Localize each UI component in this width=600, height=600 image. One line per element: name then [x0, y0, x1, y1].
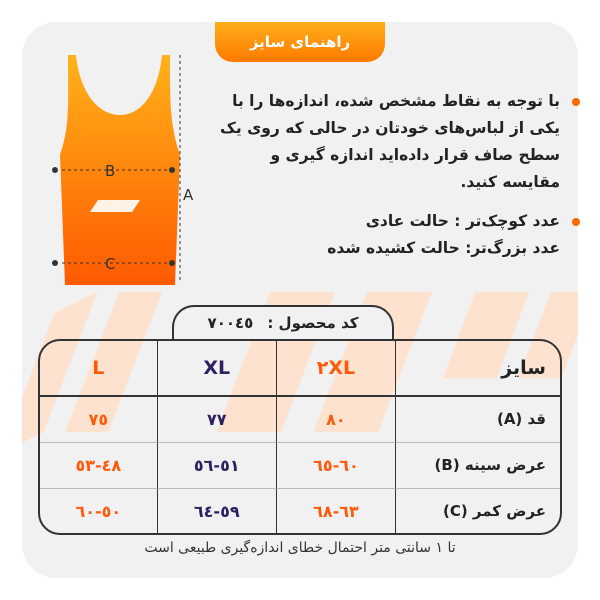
- label-b: B: [105, 162, 115, 180]
- page-title: راهنمای سایز: [215, 22, 385, 62]
- header-xl: XL: [156, 341, 276, 397]
- bullet-icon: [572, 218, 580, 226]
- cell: ٤٨-٥٣: [40, 443, 157, 490]
- cell: ٥٩-٦٤: [156, 489, 276, 533]
- label-c: C: [105, 255, 115, 273]
- cell: ٦٠-٦٥: [275, 442, 395, 490]
- footer-note: تا ۱ سانتی متر احتمال خطای اندازه‌گیری ط…: [144, 540, 456, 556]
- cell: ٧٥: [40, 397, 157, 443]
- cell: ٦٣-٦٨: [275, 489, 395, 533]
- row-label: عرض کمر (C): [395, 489, 560, 533]
- product-code: کد محصول : ٧٠٠٤٥: [172, 305, 394, 339]
- table-row: عرض کمر (C) ٦٣-٦٨ ٥٩-٦٤ ٥٠-٦٠: [40, 489, 560, 533]
- instruction-measure: با توجه به نقاط مشخص شده، اندازه‌ها را ب…: [219, 92, 560, 191]
- tank-top-diagram: A B C: [52, 55, 194, 285]
- size-table: سایز ٢XL XL L قد (A) ٨٠ ٧٧ ٧٥ عرض سینه (…: [38, 339, 562, 535]
- table-row: عرض سینه (B) ٦٠-٦٥ ٥١-٥٦ ٤٨-٥٣: [40, 442, 560, 490]
- header-2xl: ٢XL: [275, 341, 395, 397]
- cell: ٥١-٥٦: [156, 442, 276, 490]
- product-code-value: ٧٠٠٤٥: [207, 314, 254, 332]
- table-row: قد (A) ٨٠ ٧٧ ٧٥: [40, 396, 560, 443]
- bullet-icon: [572, 98, 580, 106]
- product-code-label: کد محصول :: [267, 314, 359, 332]
- cell: ٥٠-٦٠: [75, 501, 122, 521]
- label-a: A: [183, 186, 194, 204]
- cell: ٨٠: [275, 396, 395, 443]
- cell: ٧٧: [156, 396, 276, 443]
- instructions: با توجه به نقاط مشخص شده، اندازه‌ها را ب…: [219, 88, 580, 262]
- header-l: L: [40, 341, 157, 397]
- row-label: قد (A): [395, 396, 560, 443]
- row-label: عرض سینه (B): [395, 442, 560, 490]
- table-header-row: سایز ٢XL XL L: [40, 341, 560, 397]
- instruction-smaller: عدد کوچک‌تر : حالت عادی: [365, 212, 560, 230]
- instruction-larger: عدد بزرگ‌تر: حالت کشیده شده: [327, 239, 560, 257]
- header-size: سایز: [395, 341, 560, 397]
